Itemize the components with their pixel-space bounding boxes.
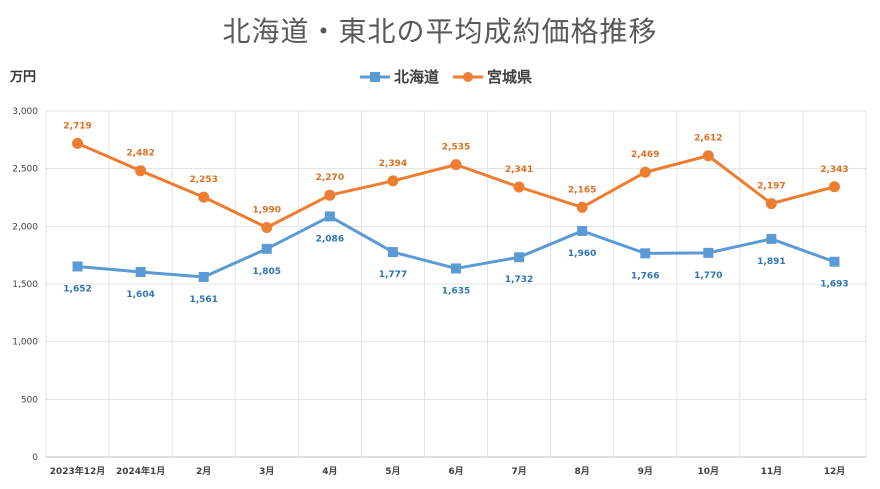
data-point-square (829, 256, 840, 267)
data-point-square (577, 225, 588, 236)
data-point-square (766, 233, 777, 244)
x-tick-label: 10月 (698, 466, 720, 477)
legend: 北海道 宮城県 (360, 66, 546, 87)
data-label: 1,693 (820, 280, 848, 290)
data-point-square (703, 247, 714, 258)
data-label: 1,777 (379, 270, 407, 280)
data-label: 2,612 (694, 134, 722, 144)
data-point-circle (828, 181, 840, 193)
data-point-circle (450, 159, 462, 171)
x-tick-label: 4月 (322, 466, 337, 477)
x-tick-label: 7月 (511, 466, 526, 477)
data-point-circle (324, 189, 336, 201)
legend-item-miyagi: 宮城県 (453, 66, 532, 87)
data-point-circle (387, 175, 399, 187)
data-point-circle (639, 166, 651, 178)
data-label: 2,341 (505, 165, 533, 175)
data-point-circle (765, 198, 777, 210)
data-label: 2,165 (568, 185, 596, 195)
series-line-1 (76, 142, 835, 229)
y-tick-label: 500 (21, 395, 38, 405)
legend-label-miyagi: 宮城県 (487, 68, 533, 86)
data-point-square (387, 247, 398, 258)
legend-label-hokkaido: 北海道 (394, 68, 440, 86)
legend-marker-square-icon (360, 71, 390, 82)
y-tick-label: 1,500 (12, 280, 38, 290)
x-tick-label: 5月 (385, 466, 400, 477)
y-tick-label: 1,000 (12, 338, 38, 348)
data-point-circle (135, 165, 147, 177)
data-label: 1,732 (505, 275, 533, 285)
data-point-circle (261, 221, 273, 233)
x-tick-label: 11月 (761, 466, 783, 477)
data-point-circle (576, 201, 588, 213)
x-tick-label: 2024年1月 (116, 465, 165, 477)
data-point-square (640, 248, 651, 259)
data-point-circle (702, 150, 714, 162)
data-point-square (261, 243, 272, 254)
x-tick-label: 2月 (196, 466, 211, 477)
data-point-square (324, 211, 335, 222)
x-tick-label: 9月 (638, 466, 653, 477)
data-label: 2,482 (126, 149, 154, 159)
legend-marker-circle-icon (453, 71, 484, 82)
data-label: 2,197 (757, 182, 785, 192)
data-label: 1,635 (442, 286, 470, 296)
data-label: 1,652 (63, 284, 91, 294)
data-label: 2,343 (820, 165, 848, 175)
x-tick-label: 2023年12月 (50, 465, 106, 477)
legend-item-hokkaido: 北海道 (360, 66, 439, 87)
y-tick-label: 3,000 (12, 107, 38, 117)
data-label: 2,253 (189, 175, 217, 185)
data-label: 1,960 (568, 249, 596, 259)
data-label: 2,086 (316, 234, 344, 244)
data-label: 2,394 (379, 159, 407, 169)
x-tick-label: 3月 (259, 466, 274, 477)
x-tick-label: 8月 (575, 466, 590, 477)
y-axis-unit-label: 万円 (10, 70, 37, 85)
data-label: 1,891 (757, 257, 785, 267)
data-point-circle (72, 137, 84, 149)
y-tick-label: 2,000 (12, 222, 38, 232)
data-point-square (198, 271, 209, 282)
data-label: 1,770 (694, 271, 722, 281)
data-point-square (514, 252, 525, 263)
y-tick-label: 0 (32, 453, 38, 463)
data-label: 1,766 (631, 271, 659, 281)
data-label: 2,719 (63, 121, 91, 131)
data-label: 2,535 (442, 143, 470, 153)
chart-title: 北海道・東北の平均成約価格推移 (222, 15, 658, 48)
data-label: 2,469 (631, 150, 659, 160)
data-label: 1,561 (189, 295, 217, 305)
data-point-circle (198, 191, 210, 203)
data-label: 1,990 (253, 205, 281, 215)
data-point-circle (513, 181, 525, 193)
data-label: 2,270 (316, 173, 344, 183)
data-point-square (451, 263, 461, 274)
data-label: 1,604 (126, 290, 154, 300)
data-point-square (135, 267, 146, 278)
data-point-square (72, 261, 83, 272)
x-tick-label: 12月 (824, 466, 846, 477)
data-label: 1,805 (253, 267, 281, 277)
x-tick-label: 6月 (448, 466, 463, 477)
y-tick-label: 2,500 (12, 165, 38, 175)
